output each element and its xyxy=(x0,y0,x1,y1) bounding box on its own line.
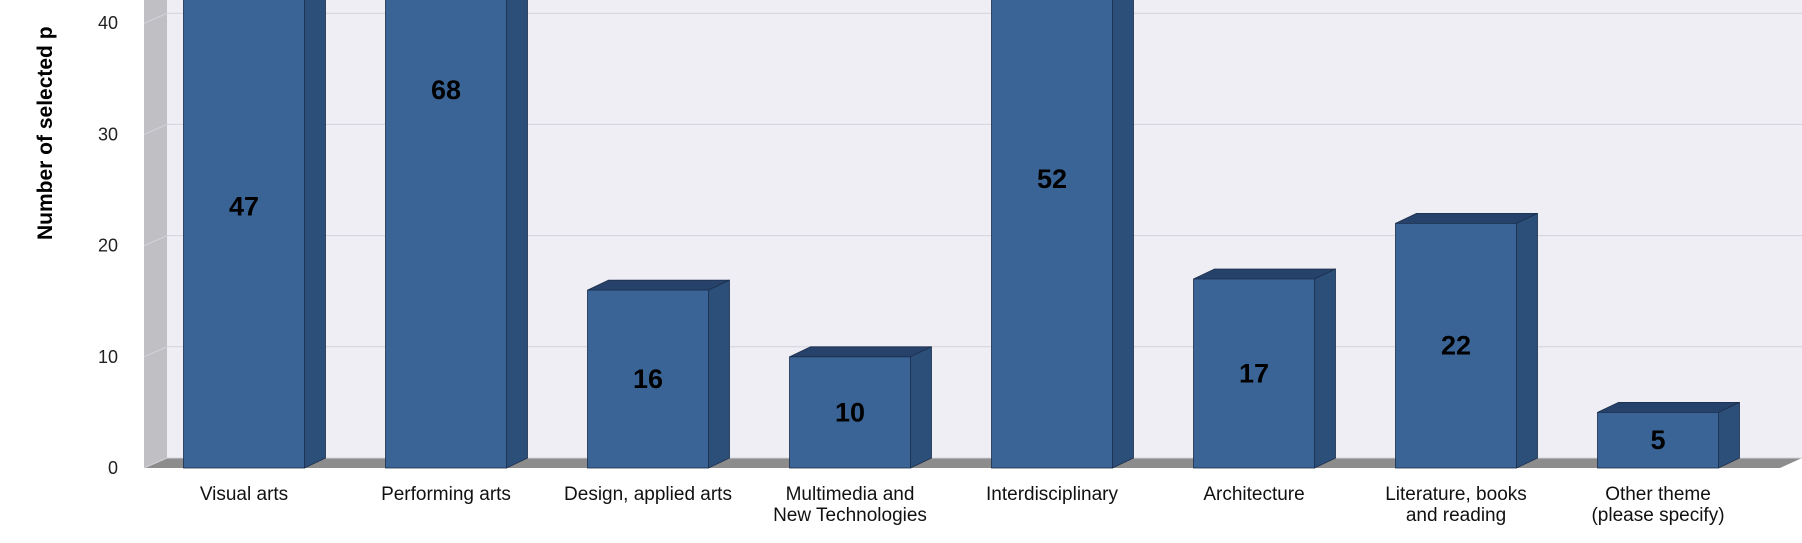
data-label: 47 xyxy=(229,192,259,222)
bar-top xyxy=(1597,402,1740,413)
bar xyxy=(1597,412,1719,469)
y-tick-label: 10 xyxy=(98,347,118,367)
y-axis-title: Number of selected p xyxy=(34,26,57,240)
bar-side xyxy=(1718,401,1740,469)
bar xyxy=(991,0,1113,469)
y-tick-label: 20 xyxy=(98,236,118,256)
bar xyxy=(1395,222,1517,469)
bar xyxy=(183,0,305,469)
x-tick-label: Other theme (please specify) xyxy=(1591,484,1724,526)
data-label: 17 xyxy=(1239,358,1269,388)
bar xyxy=(789,356,911,469)
x-tick-label: Interdisciplinary xyxy=(986,484,1118,505)
bars: 47 68 16 10 52 17 22 5 xyxy=(183,0,1740,469)
floor xyxy=(144,458,1802,468)
x-tick-label: Performing arts xyxy=(381,484,511,505)
bar-side xyxy=(708,279,730,469)
grid-line xyxy=(143,12,1802,24)
side-wall xyxy=(144,0,167,468)
x-tick-label: Design, applied arts xyxy=(564,484,732,505)
x-tick-label: Architecture xyxy=(1203,484,1304,505)
grid-line xyxy=(143,235,1802,247)
bar-side xyxy=(910,346,932,469)
y-tick-label: 30 xyxy=(98,124,118,144)
bar xyxy=(587,289,709,469)
y-tick-label: 40 xyxy=(98,13,118,33)
bar-top xyxy=(1193,268,1336,280)
y-tick-label: 0 xyxy=(108,458,118,478)
bar-side xyxy=(506,0,528,469)
data-label: 22 xyxy=(1441,331,1471,361)
bar-side xyxy=(1314,268,1336,469)
x-tick-label: Visual arts xyxy=(200,484,288,505)
bar-side xyxy=(1516,212,1538,469)
data-label: 10 xyxy=(835,397,865,427)
data-label: 16 xyxy=(633,364,663,394)
bar xyxy=(385,0,507,469)
x-tick-label: Multimedia and New Technologies xyxy=(773,484,927,526)
data-label: 5 xyxy=(1650,425,1665,455)
x-tick-label: Literature, books and reading xyxy=(1385,484,1527,526)
bar-top xyxy=(587,279,730,291)
grid-line xyxy=(143,123,1802,135)
bar xyxy=(1193,278,1315,469)
bar-side xyxy=(1112,0,1134,469)
bar-top xyxy=(1395,212,1538,224)
data-label: 68 xyxy=(431,75,461,105)
bar-top xyxy=(789,346,932,358)
bar-side xyxy=(304,0,326,469)
data-label: 52 xyxy=(1037,164,1067,194)
